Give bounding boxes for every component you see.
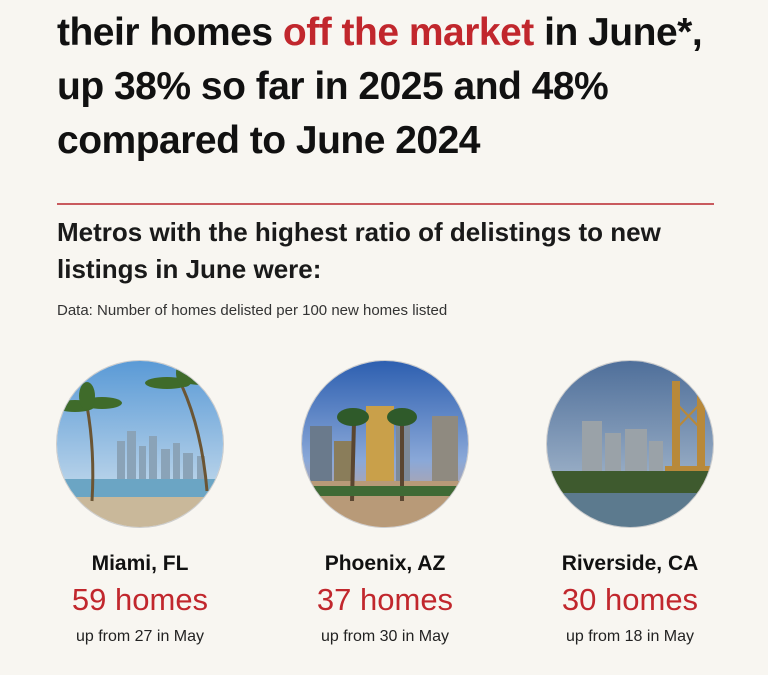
divider — [57, 203, 714, 205]
headline-text-rest: in June*, up 38% so far in 2025 and 48% … — [57, 11, 703, 162]
subheading: Metros with the highest ratio of delisti… — [57, 217, 661, 284]
metro-city: Miami, FL — [91, 552, 189, 575]
metro-city: Phoenix, AZ — [324, 552, 446, 575]
metro-city: Riverside, CA — [561, 552, 699, 575]
headline-text: their homes — [57, 11, 283, 54]
phoenix-photo — [301, 360, 469, 528]
data-note: Data: Number of homes delisted per 100 n… — [57, 302, 448, 319]
metro-card-miami: Miami, FL 59 homes up from 27 in May — [20, 360, 260, 646]
metro-homes: 37 homes — [316, 582, 454, 617]
headline-highlight: off the market — [282, 11, 534, 54]
metro-change: up from 30 in May — [320, 628, 450, 645]
metro-homes: 59 homes — [71, 582, 209, 617]
metro-card-phoenix: Phoenix, AZ 37 homes up from 30 in May — [265, 360, 505, 646]
miami-photo — [56, 360, 224, 528]
metro-homes: 30 homes — [561, 582, 699, 617]
headline: their homes off the market in June*, up … — [57, 6, 757, 168]
riverside-photo — [546, 360, 714, 528]
metro-change: up from 27 in May — [75, 628, 205, 645]
metro-card-riverside: Riverside, CA 30 homes up from 18 in May — [510, 360, 750, 646]
metro-change: up from 18 in May — [565, 628, 695, 645]
